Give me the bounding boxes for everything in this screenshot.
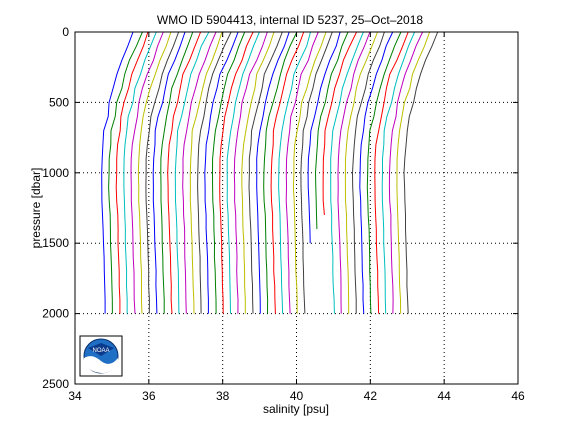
salinity-profile-line: [233, 31, 268, 314]
salinity-profile-line: [115, 31, 149, 314]
salinity-profile-line: [374, 31, 409, 314]
y-tick-label: 1000: [42, 166, 69, 180]
salinity-profile-line: [204, 31, 239, 314]
y-axis-label: pressure [dbar]: [29, 168, 43, 249]
series-layer: [101, 31, 439, 314]
salinity-profile-line: [403, 31, 439, 314]
salinity-profile-line: [292, 31, 327, 314]
salinity-profile-line: [219, 31, 254, 314]
salinity-profile-line: [174, 31, 210, 314]
salinity-profile-line: [263, 31, 298, 314]
salinity-profile-line: [145, 31, 180, 314]
x-axis-label: salinity [psu]: [263, 402, 329, 416]
salinity-profile-line: [285, 31, 319, 314]
y-tick-label: 0: [62, 25, 69, 39]
salinity-profile-line: [396, 31, 431, 314]
salinity-profile-line: [314, 31, 349, 230]
y-tick-label: 2000: [42, 307, 69, 321]
salinity-profile-line: [366, 31, 402, 314]
x-tick-label: 44: [437, 389, 451, 403]
salinity-profile-line: [189, 31, 223, 314]
salinity-profile-line: [123, 31, 157, 314]
logo-bird-icon: [88, 343, 114, 356]
salinity-profile-line: [101, 31, 134, 314]
salinity-profile-line: [344, 31, 378, 314]
salinity-profile-line: [381, 31, 416, 314]
salinity-profile-line: [351, 31, 385, 314]
x-tick-label: 46: [511, 389, 525, 403]
salinity-profile-line: [167, 31, 202, 314]
salinity-profile-line: [152, 31, 186, 314]
x-tick-label: 34: [68, 389, 82, 403]
salinity-profile-line: [108, 31, 143, 314]
salinity-profile-line: [307, 31, 341, 244]
salinity-profile-line: [211, 31, 246, 314]
salinity-profile-line: [359, 31, 394, 314]
chart-title: WMO ID 5904413, internal ID 5237, 25–Oct…: [157, 13, 423, 27]
salinity-profile-line: [241, 31, 275, 314]
salinity-profile-line: [337, 31, 371, 314]
salinity-profile-line: [226, 31, 260, 314]
salinity-profile-line: [130, 31, 164, 314]
x-tick-label: 38: [216, 389, 230, 403]
x-tick-label: 36: [142, 389, 156, 403]
salinity-profile-line: [160, 31, 194, 314]
y-tick-label: 500: [49, 95, 69, 109]
noaa-logo: NOAA: [79, 335, 123, 377]
salinity-profile-line: [256, 31, 290, 314]
salinity-profile-line: [330, 31, 364, 314]
x-tick-label: 40: [290, 389, 304, 403]
logo-text: NOAA: [92, 348, 109, 354]
salinity-profile-line: [270, 31, 305, 314]
salinity-profile-line: [300, 31, 333, 314]
salinity-profile-line: [278, 31, 311, 314]
logo-wave-icon: [84, 356, 118, 374]
tick-layer: 34 36 38 40 42 44 46 0 500 1000 1500 2000 2500: [42, 25, 525, 403]
grid-layer: [75, 32, 518, 384]
salinity-profile-line: [388, 31, 424, 314]
y-tick-label: 1500: [42, 236, 69, 250]
y-tick-label: 2500: [42, 377, 69, 391]
salinity-profile-line: [248, 31, 283, 314]
salinity-profile-line: [322, 31, 358, 216]
x-tick-label: 42: [364, 389, 378, 403]
salinity-profile-line: [137, 31, 172, 314]
salinity-profile-line: [182, 31, 217, 314]
salinity-profile-line: [197, 31, 232, 314]
